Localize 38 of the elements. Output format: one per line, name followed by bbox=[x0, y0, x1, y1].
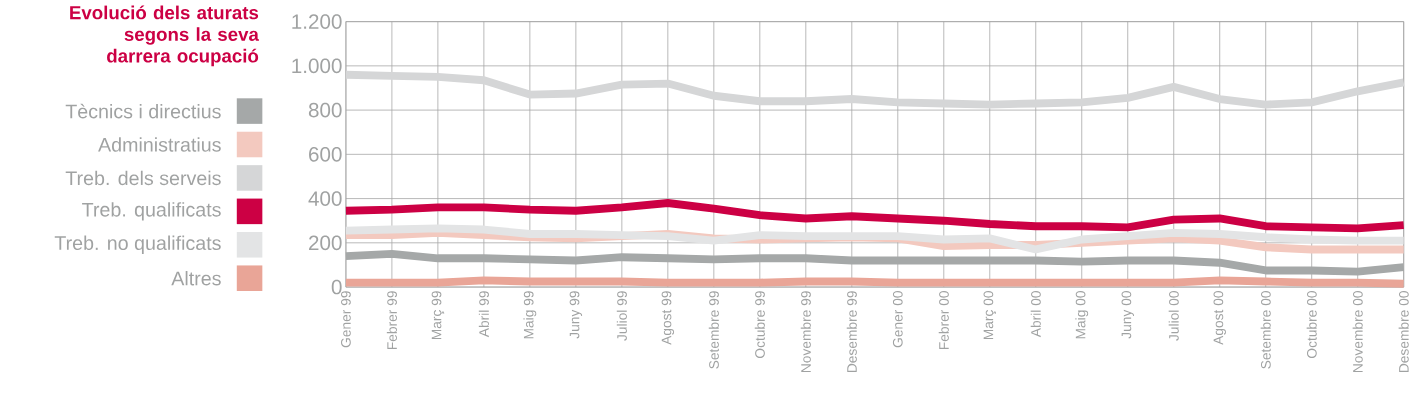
x-tick-label: Octubre 99 bbox=[754, 291, 765, 358]
legend-label: Treb. no qualificats bbox=[54, 235, 221, 254]
y-tick-label: 1.000 bbox=[292, 58, 342, 74]
y-tick-label: 400 bbox=[308, 191, 342, 206]
x-tick-label: Novembre 99 bbox=[800, 291, 811, 373]
x-tick-label: Maig 00 bbox=[1075, 291, 1089, 339]
x-tick-label: Setembre 99 bbox=[708, 291, 719, 369]
y-tick-label: 0 bbox=[331, 279, 342, 295]
x-tick-label: Desembre 00 bbox=[1398, 291, 1409, 373]
x-tick-label: Juliol 99 bbox=[616, 291, 627, 341]
y-tick-label: 600 bbox=[309, 147, 342, 162]
y-tick-label: 800 bbox=[308, 102, 342, 118]
x-tick-label: Març 00 bbox=[983, 291, 997, 340]
x-tick-label: Juliol 00 bbox=[1168, 291, 1179, 341]
legend-label: Treb. dels serveis bbox=[65, 170, 221, 186]
x-tick-label: Febrer 99 bbox=[386, 291, 397, 350]
x-tick-label: Juny 99 bbox=[569, 291, 583, 339]
legend-label: Administratius bbox=[98, 137, 221, 152]
x-tick-label: Març 99 bbox=[431, 291, 445, 340]
x-tick-label: Febrer 00 bbox=[938, 291, 949, 350]
x-tick-label: Maig 99 bbox=[523, 291, 537, 339]
x-tick-label: Desembre 99 bbox=[846, 291, 857, 373]
x-tick-label: Gener 00 bbox=[892, 291, 903, 348]
x-tick-label: Agost 99 bbox=[661, 291, 675, 345]
x-tick-label: Novembre 00 bbox=[1352, 291, 1363, 373]
legend-label: Tècnics i directius bbox=[65, 103, 221, 119]
x-tick-label: Juny 00 bbox=[1121, 291, 1134, 339]
x-tick-label: Gener 99 bbox=[341, 291, 351, 348]
x-tick-label: Abril 99 bbox=[478, 291, 489, 338]
x-tick-label: Setembre 00 bbox=[1260, 291, 1271, 369]
legend-label: Altres bbox=[171, 271, 221, 286]
x-tick-label: Octubre 00 bbox=[1306, 291, 1317, 358]
text: Evolució dels aturats segons la seva darrera ocupació bbox=[70, 5, 259, 67]
y-tick-label: 200 bbox=[309, 235, 342, 251]
x-tick-label: Abril 00 bbox=[1030, 291, 1041, 338]
x-tick-label: Agost 00 bbox=[1213, 291, 1226, 345]
y-tick-label: 1.200 bbox=[292, 14, 342, 29]
legend-label: Treb. qualificats bbox=[82, 202, 221, 221]
